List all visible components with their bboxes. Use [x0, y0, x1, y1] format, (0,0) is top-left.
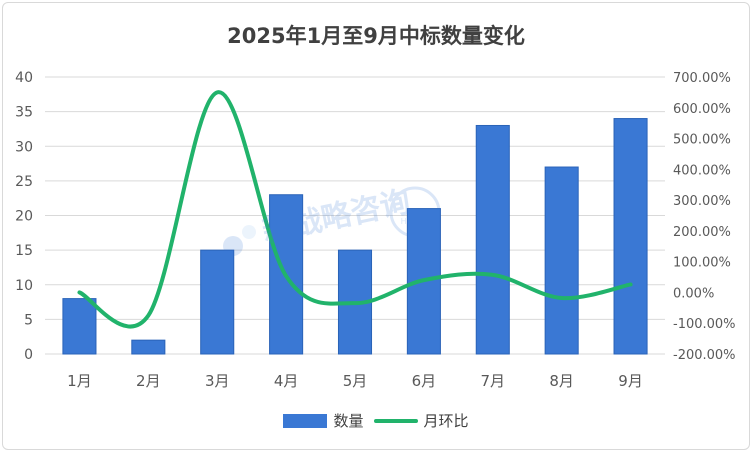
legend-label-count: 数量 [333, 412, 364, 430]
x-axis-tick-label: 5月 [343, 372, 368, 390]
right-axis-tick-label: 200.00% [673, 225, 731, 240]
legend-item-mom: 月环比 [373, 410, 469, 431]
mom-line [77, 90, 633, 329]
x-axis-tick-label: 8月 [549, 372, 574, 390]
right-axis-ticks: -200.00% -100.00% 0.00% 100.00% 200.00% 300.0… [673, 71, 736, 363]
right-axis-tick-label: 100.00% [673, 256, 731, 271]
left-axis-tick-label: 20 [15, 209, 33, 225]
chart-title: 2025年1月至9月中标数量变化 [227, 24, 525, 48]
bar [613, 118, 648, 355]
left-axis-tick-label: 40 [15, 70, 33, 86]
left-axis-tick-label: 15 [15, 243, 33, 259]
legend-item-count: 数量 [283, 410, 364, 431]
x-axis-tick-label: 1月 [67, 372, 92, 390]
x-axis-tick-label: 6月 [412, 372, 437, 390]
right-axis-tick-label: 500.00% [673, 133, 731, 148]
x-axis-tick-label: 3月 [205, 372, 230, 390]
bar [544, 166, 579, 355]
left-axis-ticks: 0 5 10 15 20 25 30 35 40 [15, 70, 33, 363]
right-axis-tick-label: 300.00% [673, 194, 731, 209]
left-axis-tick-label: 10 [15, 278, 33, 294]
left-axis-tick-label: 0 [24, 347, 33, 363]
right-axis-tick-label: 600.00% [673, 102, 731, 117]
left-axis-tick-label: 25 [15, 174, 33, 190]
right-axis-tick-label: -100.00% [673, 317, 736, 332]
bar [200, 249, 235, 355]
left-axis-tick-label: 5 [24, 312, 33, 328]
chart-legend: 数量 月环比 [0, 410, 752, 431]
right-axis-tick-label: -200.00% [673, 348, 736, 363]
x-axis-tick-label: 4月 [274, 372, 299, 390]
x-axis-tick-label: 9月 [618, 372, 643, 390]
left-axis-tick-label: 35 [15, 105, 33, 121]
x-axis-tick-label: 2月 [136, 372, 161, 390]
right-axis-tick-label: 0.00% [673, 286, 714, 301]
line-series [77, 90, 633, 329]
right-axis-tick-label: 400.00% [673, 163, 731, 178]
legend-swatch-bar [283, 413, 328, 428]
x-axis-ticks: 1月 2月 3月 4月 5月 6月 7月 8月 9月 [67, 372, 643, 390]
bar [475, 124, 510, 355]
legend-label-mom: 月环比 [423, 412, 469, 430]
bar [131, 339, 166, 355]
bar-series [62, 118, 648, 355]
bar [62, 298, 97, 355]
legend-swatch-line [373, 418, 418, 423]
left-axis-tick-label: 30 [15, 139, 33, 155]
x-axis-tick-label: 7月 [481, 372, 506, 390]
right-axis-tick-label: 700.00% [673, 71, 731, 86]
